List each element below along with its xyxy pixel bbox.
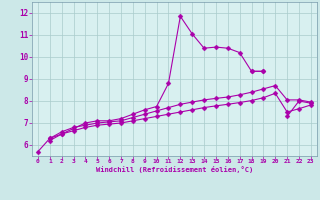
- X-axis label: Windchill (Refroidissement éolien,°C): Windchill (Refroidissement éolien,°C): [96, 166, 253, 173]
